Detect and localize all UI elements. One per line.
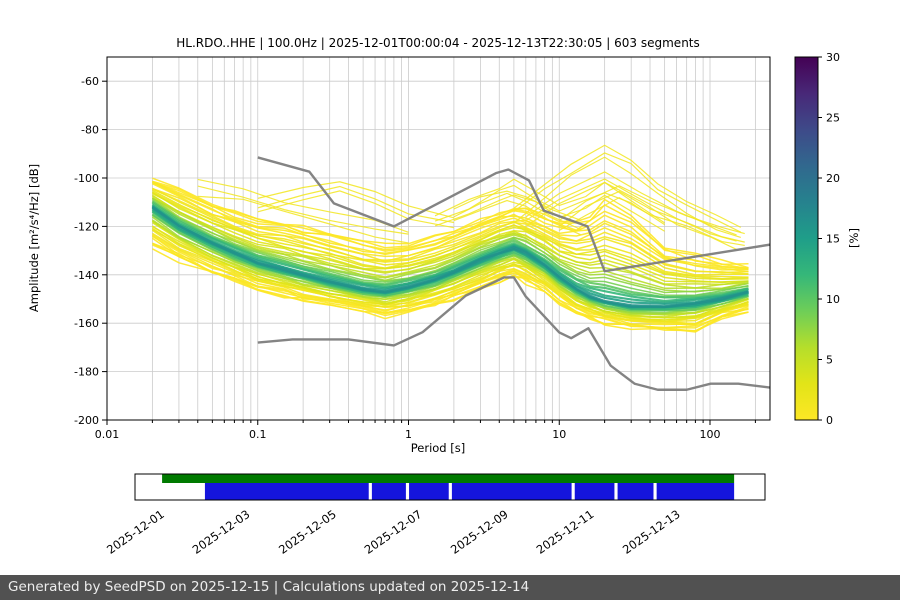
date-label: 2025-12-03	[190, 507, 253, 557]
axes-frame: 0.01 0.1 1 10 100 -60 -80 -100 -120 -140 -160 -180 -…	[74, 56, 771, 441]
noise-model-lines	[257, 156, 770, 391]
psd-outlier-curve	[453, 199, 582, 236]
psd-outlier-curve	[434, 194, 665, 232]
low-noise-model-line	[257, 276, 770, 391]
data-segment	[371, 483, 406, 500]
psd-outlier-curve	[525, 171, 737, 236]
psd-outlier-curve	[197, 195, 409, 244]
colorbar-tick-label: 20	[826, 172, 840, 185]
data-segment	[617, 483, 654, 500]
chart-title: HL.RDO..HHE | 100.0Hz | 2025-12-01T00:00…	[176, 36, 700, 50]
y-tick-label: -180	[74, 366, 99, 379]
high-noise-model-line	[257, 156, 770, 273]
psd-outlier-curve	[558, 196, 745, 246]
psd-outlier-curve	[558, 185, 745, 235]
psd-density-curve	[152, 180, 749, 269]
data-segment	[574, 483, 615, 500]
psd-density-curve	[151, 206, 749, 308]
date-label: 2025-12-07	[362, 507, 425, 557]
y-tick-label: -160	[74, 317, 99, 330]
psd-density-curve	[152, 225, 749, 321]
psd-density-curve	[152, 188, 749, 275]
psd-density-curve	[151, 198, 749, 294]
psd-density-curve	[152, 187, 749, 274]
psd-outlier-curve	[197, 185, 409, 235]
psd-density-curve	[152, 195, 749, 283]
y-tick-label: -100	[74, 172, 99, 185]
ppsd-figure: HL.RDO..HHE | 100.0Hz | 2025-12-01T00:00…	[27, 36, 861, 557]
psd-density-curve	[152, 181, 749, 271]
y-tick-label: -80	[81, 124, 99, 137]
psd-outlier-curve	[257, 190, 454, 229]
psd-density-curve	[152, 191, 749, 278]
psd-density-curve	[152, 180, 749, 266]
psd-outlier-curve	[525, 178, 737, 242]
psd-outlier-curve	[513, 156, 741, 238]
psd-outlier-curve	[513, 152, 742, 233]
psd-density-curve	[151, 214, 749, 314]
footer-bar: Generated by SeedPSD on 2025-12-15 | Cal…	[0, 575, 900, 600]
psd-outlier-curve	[453, 190, 582, 221]
psd-outlier-curve	[453, 192, 582, 231]
y-tick-label: -140	[74, 269, 99, 282]
data-segment	[451, 483, 572, 500]
data-segment	[409, 483, 449, 500]
psd-outlier-curve	[513, 144, 742, 228]
psd-density-curve	[151, 203, 749, 303]
colorbar-label: [%]	[847, 228, 861, 248]
x-tick-label: 0.01	[95, 428, 120, 441]
x-tick-label: 1	[405, 428, 412, 441]
psd-density-curve	[151, 197, 749, 293]
coverage-segment	[162, 474, 735, 483]
psd-density-curve	[151, 197, 749, 290]
psd-outlier-curve	[257, 181, 455, 219]
colorbar-tick-label: 0	[826, 414, 833, 427]
date-label: 2025-12-13	[620, 507, 683, 557]
colorbar-tick-label: 10	[826, 293, 840, 306]
psd-density-curve	[152, 181, 749, 271]
psd-outlier-curve	[558, 190, 745, 243]
x-tick-label: 10	[552, 428, 566, 441]
colorbar-tick-label: 30	[826, 51, 840, 64]
date-label: 2025-12-01	[104, 507, 167, 557]
data-segment	[204, 483, 369, 500]
y-tick-label: -200	[74, 414, 99, 427]
psd-density-curve	[151, 229, 749, 323]
y-tick-label: -120	[74, 220, 99, 233]
x-axis-label: Period [s]	[411, 441, 465, 455]
data-segment	[656, 483, 735, 500]
psd-density-curve	[152, 192, 749, 281]
date-label: 2025-12-09	[448, 507, 511, 557]
x-tick-label: 0.1	[249, 428, 267, 441]
availability-timeline: 2025-12-01 2025-12-03 2025-12-05 2025-12-07…	[104, 473, 766, 557]
footer-text: Generated by SeedPSD on 2025-12-15 | Cal…	[8, 579, 530, 595]
colorbar-tick-label: 5	[826, 354, 833, 367]
colorbar: 0 5 10 15 20 25 30	[794, 51, 840, 427]
colorbar-tick-label: 25	[826, 112, 840, 125]
y-tick-label: -60	[81, 75, 99, 88]
date-label: 2025-12-05	[276, 507, 339, 557]
grid-lines	[106, 57, 770, 421]
psd-density-curve	[151, 202, 749, 299]
psd-density-curve	[151, 201, 749, 297]
psd-density-curve	[152, 197, 749, 289]
psd-histogram	[151, 144, 749, 333]
y-axis-label: Amplitude [m²/s⁴/Hz] [dB]	[27, 164, 41, 312]
date-label: 2025-12-11	[534, 507, 597, 557]
psd-density-curve	[152, 182, 749, 273]
colorbar-tick-label: 15	[826, 233, 840, 246]
x-tick-label: 100	[700, 428, 721, 441]
